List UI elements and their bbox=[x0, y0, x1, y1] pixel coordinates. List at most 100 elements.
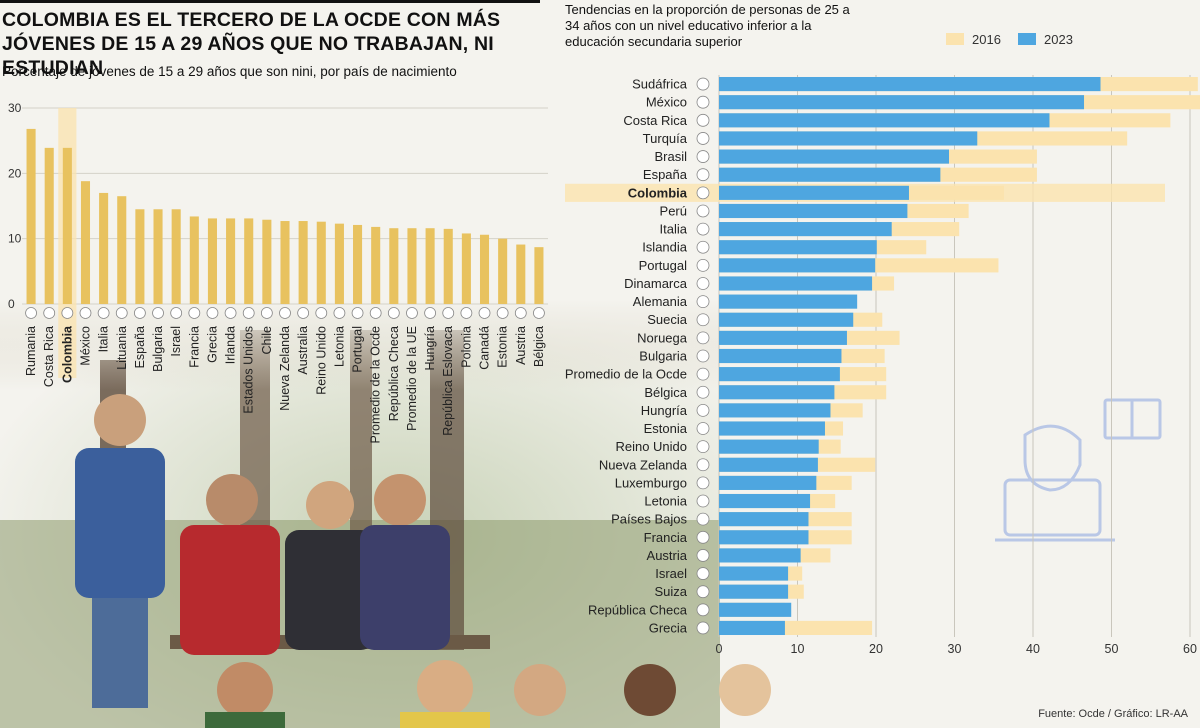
legend-label-2016: 2016 bbox=[972, 32, 1001, 47]
legend-swatch-2016 bbox=[946, 33, 964, 45]
left-category-label: Israel bbox=[169, 326, 183, 357]
left-bar-polonia bbox=[461, 233, 471, 304]
flag-icon-republica-checa bbox=[387, 307, 400, 319]
left-bar-mexico bbox=[80, 181, 91, 304]
left-bar-estados-unidos bbox=[244, 218, 254, 304]
left-y-tick-label: 10 bbox=[8, 232, 22, 246]
right-category-label: Israel bbox=[655, 566, 687, 581]
flag-icon-portugal bbox=[696, 258, 710, 272]
flag-icon-irlanda bbox=[224, 307, 237, 319]
right-x-tick-label: 60 bbox=[1183, 642, 1197, 656]
bar-2023-suecia bbox=[719, 312, 854, 327]
right-category-label: Dinamarca bbox=[624, 276, 688, 291]
bar-2023-republica-checa bbox=[719, 602, 792, 617]
bar-2023-colombia bbox=[719, 185, 909, 200]
left-bar-hungria bbox=[425, 228, 435, 304]
left-category-label: Australia bbox=[296, 326, 310, 375]
flag-icon-nueva-zelanda bbox=[279, 307, 291, 319]
flag-icon-israel bbox=[696, 567, 710, 580]
right-category-label: República Checa bbox=[588, 602, 688, 617]
left-category-label: Estonia bbox=[496, 326, 510, 368]
flag-icon-espana bbox=[133, 307, 146, 319]
left-bar-lituania bbox=[117, 196, 127, 304]
right-category-label: Luxemburgo bbox=[615, 475, 687, 490]
left-category-label: Bélgica bbox=[532, 326, 546, 367]
flag-icon-sudafrica bbox=[696, 77, 710, 91]
flag-icon-estonia bbox=[496, 307, 509, 319]
left-category-label: Irlanda bbox=[224, 326, 238, 364]
flag-icon-grecia bbox=[206, 307, 219, 319]
legend-swatch-2023 bbox=[1018, 33, 1036, 45]
left-bar-francia bbox=[189, 216, 199, 304]
right-x-tick-label: 50 bbox=[1105, 642, 1119, 656]
right-category-label: Suiza bbox=[654, 584, 687, 599]
headline: COLOMBIA ES EL TERCERO DE LA OCDE CON MÁ… bbox=[2, 9, 501, 79]
flag-icon-noruega bbox=[696, 331, 710, 345]
flag-icon-nueva-zelanda bbox=[696, 458, 710, 472]
left-bar-promedio-de-la-ocde bbox=[371, 226, 381, 304]
bar-2023-belgica bbox=[719, 385, 835, 400]
flag-icon-canada bbox=[478, 307, 491, 319]
flag-icon-hungria bbox=[424, 307, 437, 319]
right-category-label: España bbox=[643, 167, 688, 182]
left-bar-israel bbox=[171, 209, 181, 304]
left-category-label: Lituania bbox=[115, 326, 129, 370]
low-education-trend-chart: 0 10 20 30 40 50 60 Sudáfrica México Costa Rica Tu… bbox=[565, 75, 1200, 656]
left-bar-rumania bbox=[26, 128, 36, 304]
flag-icon-chile bbox=[260, 307, 273, 319]
legend-label-2023: 2023 bbox=[1044, 32, 1073, 47]
right-category-label: Grecia bbox=[649, 620, 688, 635]
right-category-label: Brasil bbox=[654, 149, 687, 164]
left-bar-espana bbox=[135, 209, 145, 304]
bar-2023-noruega bbox=[719, 330, 847, 345]
flag-icon-promedio-de-la-ocde bbox=[369, 307, 382, 319]
flag-icon-francia bbox=[696, 530, 710, 544]
left-bar-republica-checa bbox=[389, 228, 399, 304]
flag-icon-estados-unidos bbox=[242, 307, 255, 319]
left-bar-republica-eslovaca bbox=[443, 228, 453, 304]
flag-icon-promedio-de-la-ue bbox=[406, 307, 418, 319]
right-category-label: Nueva Zelanda bbox=[599, 457, 688, 472]
right-category-label: Bélgica bbox=[644, 385, 687, 400]
left-bar-canada bbox=[479, 234, 490, 304]
right-category-label: Alemania bbox=[633, 294, 688, 309]
flag-icon-alemania bbox=[696, 295, 710, 309]
flag-icon-italia bbox=[97, 307, 110, 319]
right-x-tick-label: 20 bbox=[869, 642, 883, 656]
left-bar-bulgaria bbox=[153, 209, 163, 304]
right-category-label: Perú bbox=[660, 203, 687, 218]
right-category-label: Italia bbox=[660, 222, 688, 237]
flag-icon-peru bbox=[696, 204, 710, 218]
flag-icon-francia bbox=[188, 307, 201, 319]
bar-2023-paises-bajos bbox=[719, 512, 809, 527]
right-category-label: Costa Rica bbox=[623, 113, 687, 128]
flag-icon-dinamarca bbox=[696, 277, 710, 290]
left-bar-portugal bbox=[353, 224, 363, 304]
bar-2023-italia bbox=[719, 222, 892, 237]
left-y-tick-label: 30 bbox=[8, 101, 22, 115]
flag-icon-suecia bbox=[696, 313, 710, 327]
right-category-label: Colombia bbox=[628, 185, 688, 200]
bar-2023-brasil bbox=[719, 149, 950, 164]
legend-item-2016: 2016 bbox=[946, 32, 1001, 47]
bar-2023-grecia bbox=[719, 620, 785, 636]
right-chart-subtitle: Tendencias en la proporción de personas … bbox=[565, 2, 850, 49]
bar-2023-letonia bbox=[719, 493, 811, 509]
left-category-label: Grecia bbox=[205, 326, 219, 363]
flag-icon-austria bbox=[514, 307, 527, 319]
bar-2023-mexico bbox=[719, 95, 1085, 110]
flag-icon-belgica bbox=[533, 307, 545, 319]
flag-icon-mexico bbox=[696, 95, 710, 109]
bar-2023-dinamarca bbox=[719, 276, 873, 291]
left-bar-belgica bbox=[534, 247, 544, 304]
right-x-tick-label: 40 bbox=[1026, 642, 1040, 656]
flag-icon-letonia bbox=[333, 307, 346, 319]
flag-icon-portugal bbox=[351, 307, 364, 319]
left-category-label: Letonia bbox=[332, 326, 346, 367]
left-bar-promedio-de-la-ue bbox=[407, 228, 417, 304]
right-category-label: Reino Unido bbox=[615, 439, 687, 454]
right-category-label: Sudáfrica bbox=[632, 77, 688, 92]
left-category-label: Polonia bbox=[459, 326, 473, 368]
left-category-label: Rumania bbox=[24, 326, 38, 376]
flag-icon-colombia bbox=[696, 186, 710, 200]
